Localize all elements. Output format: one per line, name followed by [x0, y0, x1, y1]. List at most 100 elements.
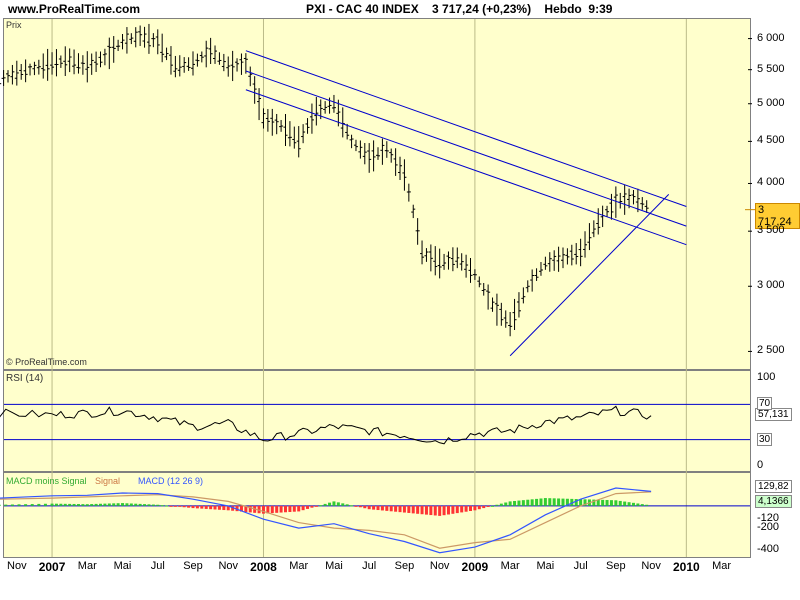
macd-histogram-bar	[455, 505, 459, 514]
macd-histogram-bar	[76, 504, 80, 506]
x-tick-label: Jul	[150, 560, 165, 572]
site-name[interactable]: www.ProRealTime.com	[8, 2, 141, 16]
macd-histogram-bar	[4, 504, 8, 506]
macd-histogram-bar	[10, 504, 14, 506]
macd-histogram-bar	[548, 498, 552, 506]
macd-histogram-bar	[394, 505, 398, 512]
macd-histogram-bar	[354, 505, 358, 507]
macd-histogram-bar	[235, 505, 239, 512]
macd-histogram-bar	[213, 505, 217, 510]
macd-histogram-bar	[59, 503, 63, 506]
price-tick-label: 3 000	[757, 279, 785, 292]
macd-histogram-bar	[416, 505, 420, 514]
macd-histogram-bar	[107, 503, 111, 506]
macd-panel	[3, 472, 751, 558]
macd-last-value: 129,82	[755, 480, 792, 493]
macd-histogram-bar	[134, 503, 138, 506]
macd-histogram-bar	[297, 505, 301, 512]
macd-histogram-bar	[631, 502, 635, 506]
macd-histogram-bar	[601, 499, 605, 506]
macd-histogram-bar	[332, 501, 336, 506]
rsi-panel-label: RSI (14)	[6, 373, 44, 384]
last-price-tag: 3 717,24	[755, 203, 800, 229]
chart-title: PXI - CAC 40 INDEX 3 717,24 (+0,23%) Heb…	[306, 2, 613, 16]
macd-histogram-bar	[433, 505, 437, 516]
rsi-tick-label: 30	[757, 432, 773, 446]
trendline	[245, 50, 687, 208]
signal-line	[0, 491, 652, 549]
macd-histogram-bar	[552, 498, 556, 506]
macd-histogram-bar	[226, 505, 230, 511]
macd-histogram-bar	[583, 499, 587, 506]
macd-histogram-bar	[160, 505, 164, 507]
macd-histogram-bar	[270, 505, 274, 514]
macd-histogram-bar	[314, 505, 318, 507]
x-tick-label: Mai	[113, 560, 132, 572]
macd-histogram-bar	[328, 502, 332, 506]
macd-tick-label: -400	[757, 543, 780, 556]
macd-histogram-bar	[438, 505, 442, 516]
macd-histogram-bar	[156, 504, 160, 506]
macd-histogram-bar	[279, 505, 283, 513]
macd-histogram-bar	[81, 504, 85, 506]
x-tick-label: Jul	[573, 560, 588, 572]
macd-histogram-bar	[380, 505, 384, 511]
macd-histogram-bar	[526, 499, 530, 506]
macd-histogram-bar	[143, 504, 147, 506]
macd-tick-label: -120	[757, 512, 780, 525]
macd-histogram-bar	[508, 501, 512, 506]
macd-histogram-bar	[200, 505, 204, 509]
macd-histogram-bar	[195, 505, 199, 509]
macd-histogram-bar	[491, 505, 495, 507]
macd-histogram-bar	[640, 504, 644, 506]
macd-histogram-bar	[460, 505, 464, 513]
macd-histogram-bar	[579, 499, 583, 506]
macd-histogram-bar	[367, 505, 371, 510]
macd-histogram-bar	[618, 500, 622, 506]
macd-histogram-bar	[266, 505, 270, 514]
macd-histogram-bar	[191, 505, 195, 509]
macd-histogram-bar	[50, 503, 54, 506]
macd-histogram-bar	[94, 503, 98, 506]
price-tick-label: 4 500	[757, 134, 785, 147]
macd-histogram-bar	[68, 503, 72, 506]
macd-histogram-bar	[358, 505, 362, 508]
macd-histogram-bar	[231, 505, 235, 511]
macd-histogram-bar	[636, 503, 640, 506]
macd-histogram-bar	[323, 503, 327, 506]
macd-histogram-bar	[151, 504, 155, 506]
macd-histogram-bar	[147, 504, 151, 506]
macd-histogram-bar	[477, 505, 481, 510]
rsi-tick-label: 0	[757, 459, 764, 471]
macd-histogram-bar	[570, 498, 574, 506]
macd-histogram-bar	[451, 505, 455, 514]
macd-histogram-bar	[239, 505, 243, 512]
macd-histogram-bar	[385, 505, 389, 511]
macd-label-hist: MACD moins Signal	[6, 476, 87, 486]
macd-histogram-bar	[310, 505, 314, 508]
macd-histogram-bar	[103, 503, 107, 506]
macd-histogram-bar	[402, 505, 406, 513]
hist-last-value: 4,1366	[755, 495, 792, 508]
macd-histogram-bar	[24, 504, 28, 506]
price-tick-label: 3 500	[757, 224, 785, 237]
macd-histogram-bar	[292, 505, 296, 512]
macd-histogram-bar	[187, 505, 191, 508]
rsi-line	[0, 405, 652, 445]
x-tick-label: Mar	[77, 560, 97, 572]
macd-label-macd: MACD (12 26 9)	[138, 476, 204, 486]
macd-histogram-bar	[222, 505, 226, 511]
macd-histogram-bar	[350, 505, 354, 507]
macd-histogram-bar	[301, 505, 305, 511]
macd-histogram-bar	[30, 504, 34, 506]
macd-histogram-bar	[565, 498, 569, 506]
macd-histogram-bar	[499, 503, 503, 506]
macd-histogram-bar	[275, 505, 279, 513]
chart-header: www.ProRealTime.com PXI - CAC 40 INDEX 3…	[0, 0, 800, 18]
macd-histogram-bar	[204, 505, 208, 509]
macd-histogram-bar	[336, 502, 340, 506]
price-tick-label: 2 500	[757, 344, 785, 357]
macd-histogram-bar	[217, 505, 221, 510]
rsi-tick-label: 70	[757, 397, 773, 411]
macd-histogram-bar	[645, 504, 649, 506]
